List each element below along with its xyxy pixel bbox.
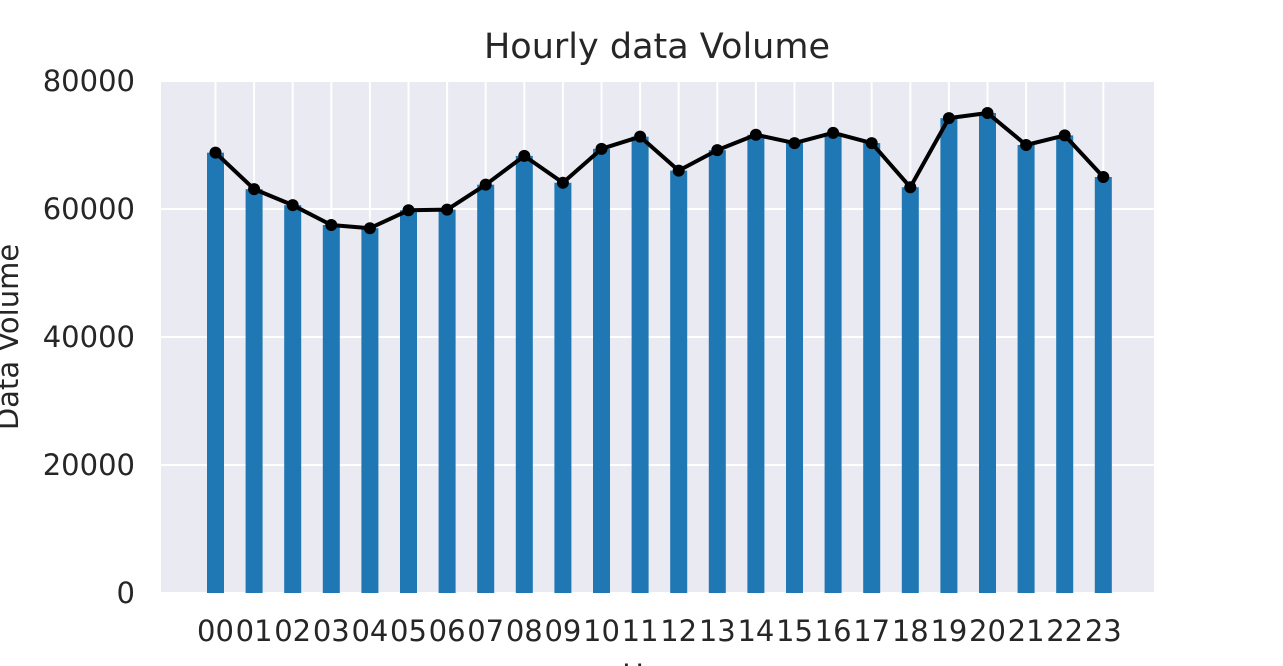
x-axis-label: Hour [622,658,692,666]
trend-point-23 [1097,171,1110,183]
bar-08 [515,155,533,593]
bar-13 [708,150,726,593]
trend-point-10 [595,142,608,155]
bar-02 [284,205,302,593]
bar-21 [1017,145,1035,593]
x-tick-label: 07 [467,614,504,648]
bar-18 [901,187,919,594]
bar-20 [979,113,996,593]
bar-17 [863,143,881,593]
x-tick-label: 17 [853,614,890,648]
trend-point-21 [1020,139,1033,151]
x-tick-label: 04 [351,614,388,648]
bar-01 [245,189,263,593]
x-tick-label: 12 [660,614,697,648]
bar-22 [1056,135,1074,593]
trend-point-14 [749,128,762,141]
bar-09 [554,182,572,593]
x-tick-label: 06 [429,614,466,648]
x-tick-label: 02 [274,614,311,648]
bar-14 [747,134,765,593]
x-tick-label: 23 [1085,614,1122,648]
x-tick-label: 13 [699,614,736,648]
bar-00 [207,152,224,593]
trend-point-12 [672,164,685,177]
bar-05 [400,210,417,593]
trend-point-20 [981,107,994,119]
trend-point-15 [788,137,801,150]
bar-11 [631,136,649,593]
x-tick-label: 14 [737,614,774,648]
trend-point-19 [942,112,955,125]
trend-point-03 [325,219,338,231]
bar-07 [477,184,495,593]
trend-point-01 [248,183,261,196]
x-tick-label: 21 [1008,614,1045,648]
x-tick-label: 09 [544,614,581,648]
x-axis-ticks: 00 01 02 03 04 05 06 07 08 09 10 11 12 13 14 15 16 17 18 19… [197,614,1122,648]
x-tick-label: 20 [969,614,1006,648]
y-tick-label: 0 [117,576,135,610]
trend-point-11 [634,130,647,143]
x-tick-label: 15 [776,614,813,648]
trend-point-07 [479,178,492,191]
trend-point-00 [209,146,222,159]
trend-point-13 [711,144,724,157]
x-tick-label: 03 [313,614,350,648]
bar-16 [824,132,842,593]
y-tick-label: 40000 [43,320,135,354]
trend-point-16 [827,126,840,139]
trend-point-18 [904,181,917,194]
trend-point-08 [518,149,531,162]
bar-10 [593,148,610,593]
chart-title: Hourly data Volume [484,27,830,67]
y-axis-ticks: 0 20000 40000 60000 80000 [43,64,135,610]
trend-line [209,107,1110,235]
x-tick-label: 18 [892,614,929,648]
trend-point-17 [865,137,878,150]
x-tick-label: 19 [930,614,967,648]
x-tick-label: 16 [815,614,852,648]
x-tick-label: 22 [1046,614,1083,648]
trend-point-09 [556,176,569,189]
y-tick-label: 60000 [43,192,135,226]
x-tick-label: 00 [197,614,234,648]
trend-point-05 [402,204,415,217]
trend-point-22 [1058,129,1071,142]
bar-06 [438,209,456,593]
y-axis-label: Data Volume [0,244,25,430]
x-tick-label: 11 [622,614,659,648]
trend-point-02 [286,199,299,212]
bar-23 [1094,177,1112,593]
bar-19 [940,118,958,594]
bars [207,113,1112,594]
bar-12 [670,170,688,593]
bar-04 [361,228,379,593]
x-tick-label: 10 [583,614,620,648]
bar-15 [786,143,803,593]
trend-polyline [214,111,1105,231]
bar-03 [322,225,340,593]
x-tick-label: 08 [506,614,543,648]
trend-point-06 [441,203,454,216]
y-tick-label: 80000 [43,64,135,98]
x-tick-label: 01 [236,614,273,648]
x-tick-label: 05 [390,614,427,648]
y-tick-label: 20000 [43,448,135,482]
trend-point-04 [363,222,376,235]
